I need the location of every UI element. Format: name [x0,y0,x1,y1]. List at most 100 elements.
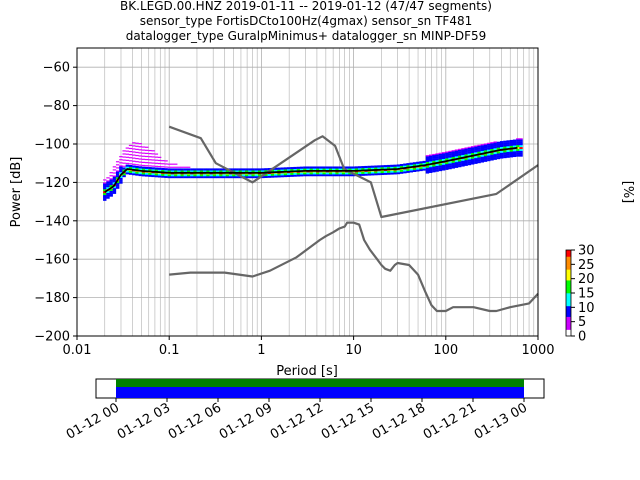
pdf-cell [332,172,336,175]
pdf-cell [322,166,326,169]
pdf-cell [109,178,113,180]
pdf-cell [145,162,149,164]
pdf-cell [145,152,149,155]
probability-density-cells [103,138,523,201]
pdf-cell [232,168,236,171]
pdf-cell [138,161,142,163]
pdf-cell [480,150,485,153]
ppsd-plot: 0.01 0.1 1 10 100 1000 −60 −80 −100 −120 −140 −160… [9,47,555,379]
pdf-cell [222,170,226,173]
pdf-cell [119,171,123,175]
pdf-cell [325,168,330,171]
pdf-cell [174,174,178,177]
pdf-cell [361,167,365,171]
coverage-tick-label: 01-12 21 [421,400,479,442]
pdf-cell [141,161,146,164]
pdf-cell [461,149,465,152]
pdf-cell [316,172,320,175]
y-axis-ticks: −60 −80 −100 −120 −140 −160 −180 −200 [34,61,77,345]
pdf-cell [109,175,113,177]
pdf-cell [519,141,523,144]
pdf-cell [470,158,475,161]
pdf-cell [451,164,455,167]
colorbar-cell [566,284,571,287]
pdf-cell [286,174,291,177]
pdf-cell [425,169,430,172]
pdf-cell [135,157,139,160]
coverage-tick-label: 01-13 00 [472,400,530,442]
pdf-cell [396,166,401,169]
colorbar-tick-label: 0 [578,330,586,345]
pdf-cell [345,174,349,177]
pdf-cell [506,146,510,149]
pdf-cell [112,178,117,181]
pdf-cell [409,162,414,165]
pdf-cell [374,167,378,170]
pdf-cell [448,161,452,164]
pdf-cell [403,163,407,166]
x-tick-label: 0.1 [159,343,180,358]
pdf-cell [103,189,107,192]
pdf-cell [441,156,446,160]
pdf-cell [467,159,472,162]
pdf-cell [341,172,346,175]
pdf-cell [338,168,343,171]
pdf-cell [477,161,481,164]
pdf-cell [119,170,123,173]
pdf-cell [387,166,391,169]
pdf-cell [512,152,517,156]
pdf-cell [274,175,278,178]
pdf-cell [274,169,278,172]
pdf-cell [351,168,355,171]
pdf-cell [419,161,423,164]
pdf-cell [174,166,178,168]
pdf-cell [361,173,365,176]
pdf-cell [454,154,459,157]
pdf-cell [135,151,139,154]
pdf-cell [151,159,155,161]
pdf-cell [103,187,107,190]
pdf-cell [186,176,191,179]
pdf-cell [493,141,497,143]
coverage-bar-green [116,379,524,387]
pdf-cell [248,176,252,179]
pdf-cell [428,154,433,156]
pdf-cell [106,180,110,182]
pdf-cell [151,167,155,170]
pdf-cell [432,164,436,167]
pdf-cell [438,159,443,162]
pdf-cell [254,176,259,179]
pdf-cell [132,163,136,165]
pdf-cell [138,146,142,148]
y-tick-label: −140 [34,214,70,229]
pdf-cell [145,168,149,171]
pdf-cell [435,154,439,157]
pdf-cell [519,138,523,140]
pdf-cell [251,168,255,171]
pdf-cell [441,154,446,158]
pdf-cell [422,166,426,169]
pdf-cell [148,153,152,155]
pdf-cell [151,169,155,172]
pdf-cell [351,174,355,177]
pdf-cell [299,166,304,169]
pdf-cell [122,173,126,176]
pdf-cell [516,141,520,144]
pdf-cell [306,166,310,169]
pdf-cell [322,174,326,177]
pdf-cell [480,156,485,159]
pdf-cell [370,171,375,174]
pdf-cell [119,156,123,158]
pdf-cell [248,170,252,173]
pdf-cell [112,175,117,177]
pdf-cell [193,176,197,179]
pdf-cell [451,166,455,169]
pdf-cell [480,158,485,161]
pdf-cell [303,166,307,169]
pdf-cell [435,163,439,166]
colorbar-cell [566,299,571,302]
pdf-cell [167,168,171,171]
pdf-cell [406,168,410,171]
pdf-cell [425,156,430,159]
x-tick-label: 100 [433,343,458,358]
